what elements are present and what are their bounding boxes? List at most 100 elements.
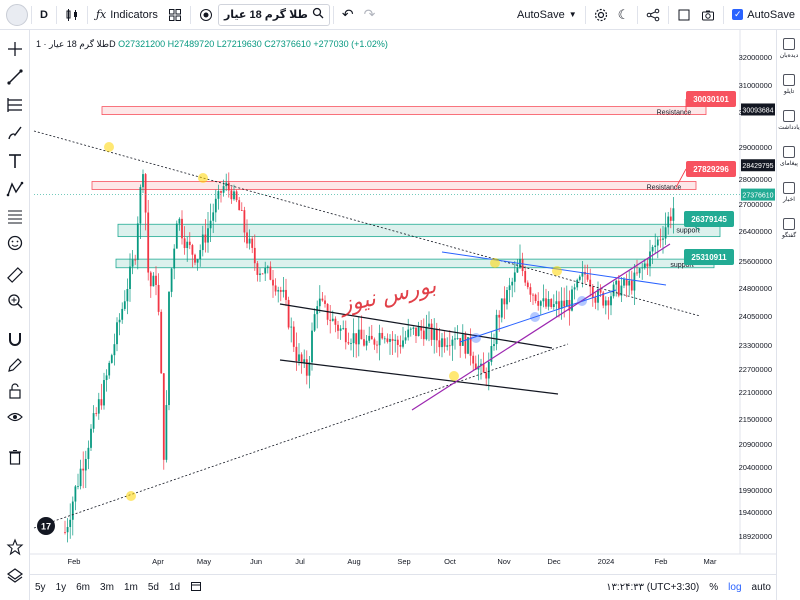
candle-body bbox=[178, 218, 181, 224]
candle-body bbox=[282, 289, 285, 292]
tablo-label: تایلو bbox=[783, 89, 795, 95]
candle-body bbox=[409, 328, 412, 330]
replay-icon[interactable] bbox=[194, 3, 218, 27]
star-icon[interactable] bbox=[6, 538, 24, 556]
callout-value: 27829296 bbox=[693, 165, 729, 174]
camera-icon[interactable] bbox=[696, 3, 720, 27]
notes-item[interactable]: یادداشت bbox=[777, 110, 800, 131]
layers-icon[interactable] bbox=[6, 566, 24, 584]
candle-body bbox=[277, 290, 280, 292]
gear-icon[interactable] bbox=[589, 3, 613, 27]
candle-body bbox=[415, 327, 417, 337]
user-avatar[interactable] bbox=[6, 3, 28, 26]
candle-body bbox=[295, 346, 298, 362]
price-chart[interactable]: 3200000031000000300000002900000028000000… bbox=[30, 30, 776, 574]
trash-icon[interactable] bbox=[6, 448, 24, 466]
price-tag-box bbox=[741, 188, 775, 201]
callout-pointer bbox=[675, 168, 687, 188]
candle-body bbox=[368, 335, 371, 341]
notes-label: یادداشت bbox=[778, 125, 800, 131]
candle-body bbox=[498, 314, 501, 318]
pivot-marker bbox=[577, 296, 587, 306]
messages-item[interactable]: پیغامای bbox=[777, 146, 800, 167]
smiley-icon[interactable] bbox=[6, 234, 24, 252]
candle-body bbox=[298, 354, 300, 362]
x-tick-label: Aug bbox=[347, 557, 360, 566]
undo-icon[interactable]: ↶ bbox=[341, 6, 354, 22]
chat-item[interactable]: گفتگو bbox=[777, 218, 800, 239]
range-3m[interactable]: 3m bbox=[100, 582, 114, 593]
auto-toggle[interactable]: auto bbox=[751, 582, 771, 593]
candle-body bbox=[220, 191, 222, 193]
lock-icon[interactable] bbox=[6, 382, 24, 400]
candle-body bbox=[617, 280, 620, 296]
candle-body bbox=[181, 218, 183, 239]
x-tick-label: Apr bbox=[152, 557, 164, 566]
ruler-icon[interactable] bbox=[6, 266, 24, 284]
moon-icon[interactable]: ☾ bbox=[617, 6, 630, 22]
chart-area[interactable]: 3200000031000000300000002900000028000000… bbox=[30, 30, 776, 574]
pattern-icon[interactable] bbox=[6, 180, 24, 198]
news-item[interactable]: اخبار bbox=[777, 182, 800, 203]
candle-body bbox=[511, 281, 514, 286]
pencil-lock-icon[interactable] bbox=[6, 356, 24, 374]
range-1y[interactable]: 1y bbox=[55, 582, 67, 593]
indicators-button[interactable]: ƒx Indicators bbox=[91, 3, 163, 27]
candle-body bbox=[259, 273, 261, 275]
autosave-dropdown[interactable]: AutoSave ▼ bbox=[512, 3, 582, 27]
redo-icon[interactable]: ↷ bbox=[363, 6, 376, 22]
autosave-toggle[interactable]: ✓ AutoSave bbox=[727, 3, 800, 27]
trendline-icon[interactable] bbox=[6, 68, 24, 86]
range-1m[interactable]: 1m bbox=[123, 582, 138, 593]
dotted-resistance-trendline bbox=[33, 130, 701, 317]
y-tick-label: 22100000 bbox=[739, 388, 772, 397]
interval-button[interactable]: D bbox=[40, 8, 48, 21]
candle-body bbox=[272, 279, 274, 286]
candle-body bbox=[230, 190, 233, 200]
fullscreen-icon[interactable] bbox=[672, 3, 696, 27]
pivot-marker bbox=[530, 312, 540, 322]
horizontal-lines-icon[interactable] bbox=[6, 96, 24, 114]
text-icon[interactable] bbox=[6, 152, 24, 170]
candle-body bbox=[539, 301, 542, 306]
callout-box bbox=[684, 211, 734, 227]
range-5d[interactable]: 5d bbox=[147, 582, 159, 593]
candle-body bbox=[227, 182, 230, 191]
goto-date-icon[interactable] bbox=[185, 580, 207, 595]
layouts-icon[interactable] bbox=[163, 3, 187, 27]
candle-body bbox=[243, 210, 246, 233]
magnet-icon[interactable] bbox=[6, 330, 24, 348]
callout-box bbox=[684, 249, 734, 265]
range-6m[interactable]: 6m bbox=[76, 582, 91, 593]
candle-body bbox=[292, 326, 295, 347]
callout-box bbox=[686, 91, 736, 107]
candle-body bbox=[116, 322, 118, 345]
candle-body bbox=[537, 301, 540, 306]
log-toggle[interactable]: log bbox=[728, 582, 742, 593]
clock-time[interactable]: ۱۳:۲۴:۳۳ (UTC+3:30) bbox=[606, 582, 700, 593]
candle-body bbox=[134, 259, 137, 261]
share-icon[interactable] bbox=[641, 3, 665, 27]
y-tick-label: 28000000 bbox=[739, 175, 772, 184]
symbol-search[interactable]: طلا گرم 18 عیار bbox=[217, 3, 330, 26]
range-5y[interactable]: 5y bbox=[35, 582, 46, 593]
brush-icon[interactable] bbox=[6, 124, 24, 142]
crosshair-icon[interactable] bbox=[6, 40, 24, 58]
candle-body bbox=[454, 338, 456, 340]
candle-body bbox=[578, 276, 581, 280]
candle-body bbox=[113, 344, 116, 356]
percent-toggle[interactable]: % bbox=[709, 582, 719, 593]
candles-icon[interactable] bbox=[60, 3, 84, 27]
zoom-in-icon[interactable] bbox=[6, 292, 24, 310]
candle-body bbox=[438, 340, 441, 348]
range-1d[interactable]: 1d bbox=[168, 582, 181, 593]
tablo-item[interactable]: تایلو bbox=[777, 74, 800, 95]
watchlist-item[interactable]: دیده‌بان bbox=[777, 38, 800, 59]
support-zone bbox=[117, 223, 721, 238]
candle-body bbox=[503, 298, 506, 305]
fib-icon[interactable] bbox=[6, 208, 24, 226]
eye-icon[interactable] bbox=[6, 408, 24, 426]
x-tick-label: Oct bbox=[444, 557, 457, 566]
y-tick-label: 21500000 bbox=[739, 415, 772, 424]
candle-body bbox=[422, 330, 425, 340]
